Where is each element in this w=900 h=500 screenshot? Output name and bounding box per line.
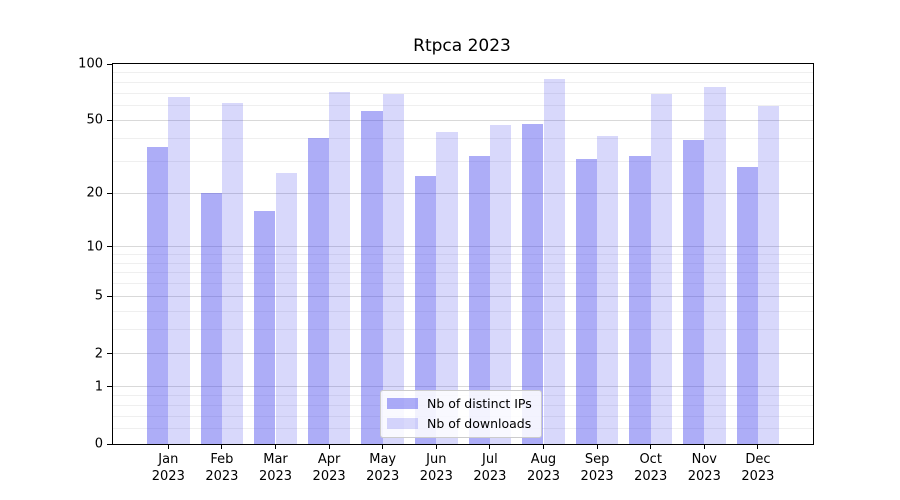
legend-item-distinct-ips: Nb of distinct IPs xyxy=(387,396,532,411)
bar-distinct-ips-apr xyxy=(307,138,330,444)
x-axis-tick xyxy=(757,445,759,449)
bar-downloads-nov xyxy=(704,87,726,444)
plot-area xyxy=(112,63,814,445)
y-axis-tick xyxy=(107,353,112,355)
grid-minor-line xyxy=(113,262,813,264)
x-tick-label: Nov 2023 xyxy=(687,452,721,484)
bar-downloads-aug xyxy=(543,79,565,444)
y-tick-label: 1 xyxy=(94,379,103,395)
x-tick-label: Aug 2023 xyxy=(526,452,561,484)
x-tick-label: Jan 2023 xyxy=(151,452,185,484)
legend-swatch-distinct-ips xyxy=(387,398,418,409)
grid-minor-line xyxy=(113,92,813,94)
bar-downloads-oct xyxy=(650,94,673,444)
bar-distinct-ips-aug xyxy=(522,123,544,444)
grid-minor-line xyxy=(113,310,813,312)
bar-distinct-ips-jun xyxy=(414,175,437,444)
grid-major-line xyxy=(113,119,813,121)
legend-item-downloads: Nb of downloads xyxy=(387,416,532,431)
legend-label-downloads: Nb of downloads xyxy=(427,416,532,431)
y-axis-tick xyxy=(107,386,112,388)
x-axis-tick xyxy=(382,445,384,449)
bar-distinct-ips-feb xyxy=(200,193,222,444)
grid-minor-line xyxy=(113,272,813,274)
y-axis-tick xyxy=(107,443,112,445)
x-tick-label: Feb 2023 xyxy=(205,452,239,484)
bar-downloads-mar xyxy=(275,172,297,444)
y-tick-label: 100 xyxy=(78,56,103,72)
y-tick-label: 10 xyxy=(86,239,103,255)
bar-downloads-feb xyxy=(221,102,244,444)
bar-downloads-sep xyxy=(597,136,619,444)
y-axis-tick xyxy=(107,63,112,65)
bar-distinct-ips-mar xyxy=(254,210,276,444)
y-axis-tick xyxy=(107,246,112,248)
legend: Nb of distinct IPs Nb of downloads xyxy=(380,390,542,438)
x-axis-tick xyxy=(435,445,437,449)
grid-minor-line xyxy=(113,72,813,74)
grid-minor-line xyxy=(113,283,813,285)
bar-downloads-may xyxy=(382,94,405,444)
x-axis-tick xyxy=(489,445,491,449)
grid-minor-line xyxy=(113,81,813,83)
grid-minor-line xyxy=(113,329,813,331)
grid-minor-line xyxy=(113,253,813,255)
x-axis-tick xyxy=(167,445,169,449)
legend-swatch-downloads xyxy=(387,418,418,429)
grid-major-line xyxy=(113,386,813,388)
grid-major-line xyxy=(113,295,813,297)
x-axis-tick xyxy=(596,445,598,449)
bar-distinct-ips-jul xyxy=(468,156,490,444)
chart-title: Rtpca 2023 xyxy=(413,36,511,56)
x-axis-tick xyxy=(650,445,652,449)
x-tick-label: Dec 2023 xyxy=(741,452,775,484)
x-axis-tick xyxy=(275,445,276,449)
x-axis-tick xyxy=(703,445,705,449)
bar-downloads-jun xyxy=(436,132,458,444)
bar-distinct-ips-jan xyxy=(146,146,169,444)
y-tick-label: 5 xyxy=(94,288,103,304)
grid-minor-line xyxy=(113,137,813,139)
x-tick-label: Sep 2023 xyxy=(580,452,614,484)
x-tick-label: Jul 2023 xyxy=(473,452,507,484)
bar-downloads-jan xyxy=(168,96,190,444)
grid-minor-line xyxy=(113,160,813,162)
bar-downloads-dec xyxy=(757,105,780,444)
bar-distinct-ips-oct xyxy=(629,156,651,444)
grid-minor-line xyxy=(113,105,813,107)
x-tick-label: May 2023 xyxy=(366,452,400,484)
grid-major-line xyxy=(113,192,813,194)
x-tick-label: Apr 2023 xyxy=(312,452,346,484)
y-tick-label: 50 xyxy=(86,112,103,128)
legend-label-distinct-ips: Nb of distinct IPs xyxy=(427,396,532,411)
bar-distinct-ips-dec xyxy=(736,166,758,444)
y-tick-label: 20 xyxy=(86,185,103,201)
y-axis-tick xyxy=(107,119,112,121)
x-tick-label: Jun 2023 xyxy=(419,452,453,484)
bar-distinct-ips-nov xyxy=(682,140,705,444)
bar-downloads-jul xyxy=(489,125,512,444)
grid-major-line xyxy=(113,246,813,248)
grid-major-line xyxy=(113,353,813,355)
bar-distinct-ips-may xyxy=(361,111,383,444)
y-axis-tick xyxy=(107,192,112,194)
x-tick-label: Mar 2023 xyxy=(258,452,293,484)
y-axis-tick xyxy=(107,295,112,297)
y-tick-label: 0 xyxy=(94,436,103,452)
bar-distinct-ips-sep xyxy=(575,158,598,444)
x-axis-tick xyxy=(221,445,223,449)
bar-downloads-apr xyxy=(329,91,351,444)
x-axis-tick xyxy=(328,445,330,449)
y-tick-label: 2 xyxy=(94,346,103,362)
x-tick-label: Oct 2023 xyxy=(634,452,668,484)
x-axis-tick xyxy=(543,445,544,449)
